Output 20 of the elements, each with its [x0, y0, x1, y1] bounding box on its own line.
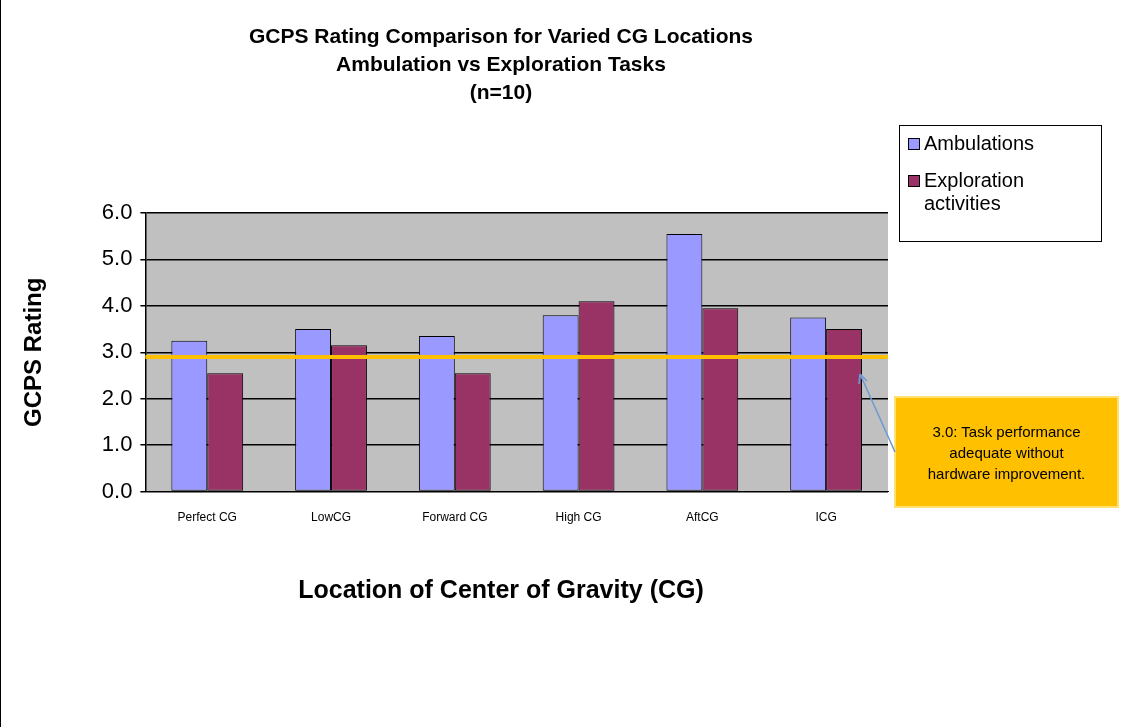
text: 3.0: Task performance adequate without hardware improvement.: [894, 396, 1119, 508]
x-tick-label: High CG: [555, 510, 602, 525]
legend-label: Exploration activities: [924, 169, 1026, 215]
y-tick-label: 4.0: [101, 291, 133, 317]
x-tick-label: Perfect CG: [177, 510, 237, 525]
y-axis-title: GCPS Rating: [19, 277, 47, 427]
x-tick-label: LowCG: [311, 510, 352, 525]
x-tick-label: Forward CG: [422, 510, 488, 525]
y-tick-label: 5.0: [101, 245, 133, 271]
chart-subtitle: (n=10): [468, 79, 534, 105]
chart-title: GCPS Rating Comparison for Varied CG Locations Ambulation vs Exploration Tasks: [247, 23, 755, 77]
x-tick-label: ICG: [815, 510, 837, 525]
y-tick-label: 0.0: [101, 477, 133, 503]
y-tick-label: 6.0: [101, 199, 133, 225]
legend-label: Ambulations: [924, 132, 1035, 155]
x-axis-title: Location of Center of Gravity (CG): [297, 575, 705, 604]
x-tick-label: AftCG: [686, 510, 719, 525]
y-tick-label: 1.0: [101, 431, 133, 457]
y-tick-label: 2.0: [101, 384, 133, 410]
y-tick-label: 3.0: [101, 338, 133, 364]
